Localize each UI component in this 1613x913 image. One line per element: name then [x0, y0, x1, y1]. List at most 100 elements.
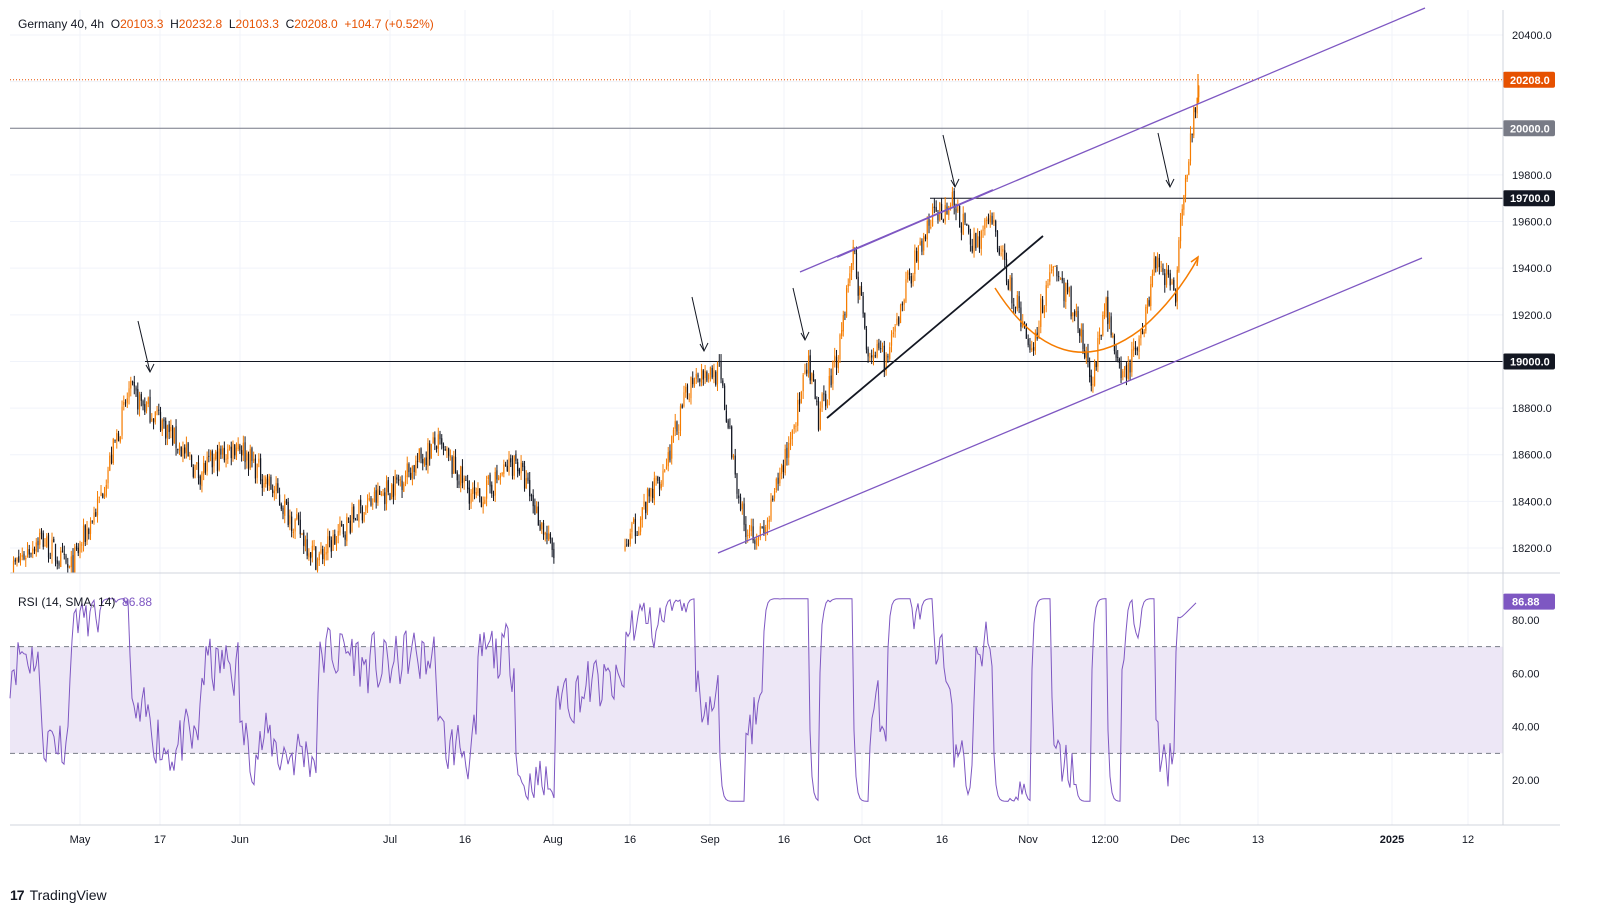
- candle-body: [416, 460, 419, 462]
- candle-body: [1098, 334, 1101, 337]
- candle-body: [287, 501, 289, 525]
- candle-body: [235, 447, 238, 457]
- candle-body: [368, 498, 370, 501]
- symbol-legend[interactable]: Germany 40, 4h O20103.3 H20232.8 L20103.…: [18, 17, 434, 31]
- lower-channel-line: [717, 257, 1423, 554]
- candle-body: [318, 553, 320, 561]
- candle-body: [804, 370, 806, 374]
- candle-body: [109, 455, 111, 471]
- candle-body: [23, 553, 25, 560]
- candle-body: [977, 236, 979, 248]
- candle-body: [463, 478, 465, 483]
- candle-body: [655, 478, 657, 480]
- candle-body: [896, 318, 898, 325]
- candle-body: [1179, 218, 1182, 242]
- candle-body: [685, 386, 687, 393]
- tradingview-brand[interactable]: 17 TradingView: [10, 887, 107, 903]
- candle-body: [722, 380, 724, 386]
- candle-body: [1146, 299, 1149, 309]
- candle-body: [1148, 300, 1150, 306]
- candle-body: [223, 447, 225, 461]
- candle-body: [1077, 310, 1079, 329]
- candle-body: [541, 522, 543, 530]
- candle-body: [187, 443, 189, 457]
- candle-body: [883, 345, 885, 372]
- candle-body: [960, 226, 963, 233]
- levels: [10, 79, 1503, 362]
- candle-body: [461, 466, 464, 484]
- candle-body: [1107, 296, 1109, 325]
- candle-body: [178, 445, 181, 452]
- candle-body: [845, 287, 848, 317]
- candle-body: [892, 332, 894, 334]
- candle-body: [499, 475, 501, 479]
- price-badge-label: 20000.0: [1510, 123, 1550, 135]
- candle-body: [137, 388, 139, 410]
- candle-body: [209, 452, 212, 456]
- candle-body: [291, 516, 293, 532]
- candle-body: [995, 220, 997, 232]
- cup-arrow-head: [1190, 255, 1199, 267]
- candle-body: [1198, 86, 1200, 98]
- candle-body: [26, 549, 29, 558]
- candle-body: [734, 455, 736, 475]
- candle-body: [435, 446, 438, 450]
- candle-body: [256, 463, 258, 478]
- candle-body: [96, 498, 99, 516]
- candle-body: [795, 425, 797, 427]
- candle-body: [258, 458, 260, 463]
- brand-name: TradingView: [29, 887, 107, 903]
- candle-body: [713, 370, 715, 377]
- price-badge-label: 20208.0: [1510, 75, 1550, 87]
- candle-body: [489, 474, 491, 487]
- candle-body: [699, 378, 701, 382]
- peak-arrow-head: [1165, 178, 1175, 189]
- candle-body: [761, 526, 763, 528]
- candle-body: [690, 376, 692, 399]
- candle-body: [1011, 277, 1013, 304]
- candle-body: [1124, 366, 1126, 370]
- rsi-tick-label: 40.00: [1512, 722, 1540, 734]
- candle-body: [126, 398, 128, 403]
- candle-body: [850, 263, 853, 273]
- candle-body: [140, 394, 142, 401]
- candle-body: [1007, 281, 1009, 290]
- candle-body: [14, 559, 16, 562]
- candle-body: [19, 558, 22, 561]
- candle-body: [1165, 269, 1168, 285]
- candle-body: [1014, 306, 1017, 308]
- candle-body: [864, 312, 866, 329]
- candle-body: [646, 489, 649, 512]
- peak-arrow: [137, 320, 151, 373]
- candle-body: [890, 334, 893, 346]
- rsi-legend[interactable]: RSI (14, SMA, 14) 86.88: [18, 595, 152, 609]
- candle-body: [1100, 335, 1102, 337]
- candle-body: [89, 521, 92, 534]
- candle-body: [303, 532, 305, 546]
- peak-arrow: [942, 134, 956, 188]
- candle-body: [802, 374, 804, 392]
- candle-body: [116, 433, 118, 441]
- price-badge: [1503, 353, 1555, 370]
- candle-body: [358, 500, 360, 522]
- candle-body: [82, 525, 85, 545]
- candle-body: [786, 447, 788, 459]
- candle-body: [847, 283, 849, 287]
- candle-body: [636, 535, 638, 537]
- candle-body: [695, 373, 697, 379]
- candle-body: [1004, 250, 1006, 260]
- candle-body: [1031, 348, 1033, 351]
- candle-body: [53, 539, 55, 543]
- candle-body: [335, 536, 338, 544]
- candle-body: [991, 215, 993, 224]
- candle-body: [1196, 97, 1198, 114]
- candle-body: [844, 314, 846, 316]
- candle-body: [627, 543, 630, 545]
- candle-body: [230, 446, 232, 459]
- candle-body: [54, 543, 57, 562]
- candle-body: [706, 372, 708, 381]
- candle-body: [268, 476, 270, 486]
- peak-arrow-head: [800, 331, 810, 342]
- candle-body: [855, 253, 858, 278]
